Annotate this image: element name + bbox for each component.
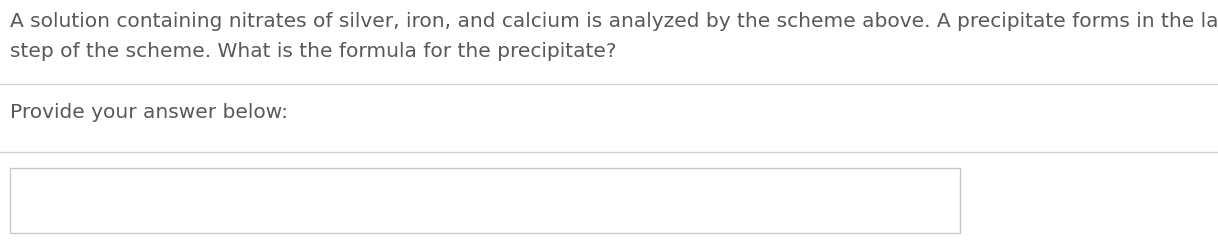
Text: Provide your answer below:: Provide your answer below: [10, 103, 287, 122]
Bar [10, 168, 960, 233]
Text: A solution containing nitrates of silver, iron, and calcium is analyzed by the s: A solution containing nitrates of silver… [10, 12, 1218, 31]
Text: step of the scheme. What is the formula for the precipitate?: step of the scheme. What is the formula … [10, 42, 616, 61]
